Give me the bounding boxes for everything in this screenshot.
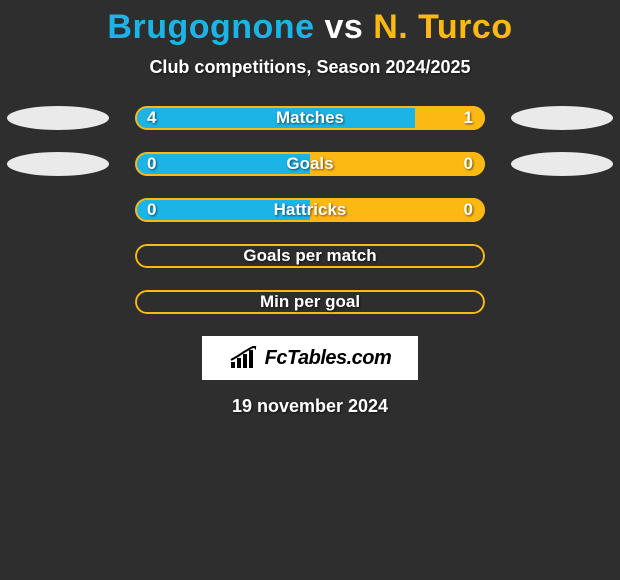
comparison-row: Min per goal xyxy=(0,290,620,314)
stat-value-player2: 0 xyxy=(464,154,473,174)
stat-value-player2: 1 xyxy=(464,108,473,128)
title-player1: Brugognone xyxy=(107,8,314,46)
stat-value-player1: 0 xyxy=(147,200,156,220)
comparison-row: 4 Matches 1 xyxy=(0,106,620,130)
comparison-rows: 4 Matches 1 0 Goals 0 0 Hattricks 0 Goals per mat… xyxy=(0,106,620,314)
subtitle: Club competitions, Season 2024/2025 xyxy=(0,57,620,78)
stat-bar: Goals per match xyxy=(135,244,485,268)
stat-value-player1: 0 xyxy=(147,154,156,174)
stat-label: Matches xyxy=(276,108,344,128)
stat-value-player1: 4 xyxy=(147,108,156,128)
stat-bar: 0 Goals 0 xyxy=(135,152,485,176)
date-line: 19 november 2024 xyxy=(0,396,620,417)
stat-bar: 0 Hattricks 0 xyxy=(135,198,485,222)
logo-box[interactable]: FcTables.com xyxy=(202,336,418,380)
comparison-row: Goals per match xyxy=(0,244,620,268)
player1-blob xyxy=(7,152,109,176)
bar-fill-player1 xyxy=(135,152,310,176)
player2-blob xyxy=(511,106,613,130)
player1-blob xyxy=(7,106,109,130)
stat-label: Min per goal xyxy=(260,292,360,312)
page-title: Brugognone vs N. Turco xyxy=(0,8,620,47)
stat-bar: 4 Matches 1 xyxy=(135,106,485,130)
comparison-infographic: Brugognone vs N. Turco Club competitions… xyxy=(0,0,620,417)
stat-bar: Min per goal xyxy=(135,290,485,314)
stat-value-player2: 0 xyxy=(464,200,473,220)
stat-label: Goals xyxy=(286,154,333,174)
logo-text: FcTables.com xyxy=(265,347,392,370)
stat-label: Hattricks xyxy=(274,200,347,220)
comparison-row: 0 Hattricks 0 xyxy=(0,198,620,222)
bar-fill-player2 xyxy=(415,106,485,130)
bar-fill-player2 xyxy=(310,152,485,176)
comparison-row: 0 Goals 0 xyxy=(0,152,620,176)
title-player2: N. Turco xyxy=(373,8,512,46)
title-vs: vs xyxy=(324,8,363,46)
chart-bars-icon xyxy=(229,346,259,370)
player2-blob xyxy=(511,152,613,176)
stat-label: Goals per match xyxy=(243,246,376,266)
